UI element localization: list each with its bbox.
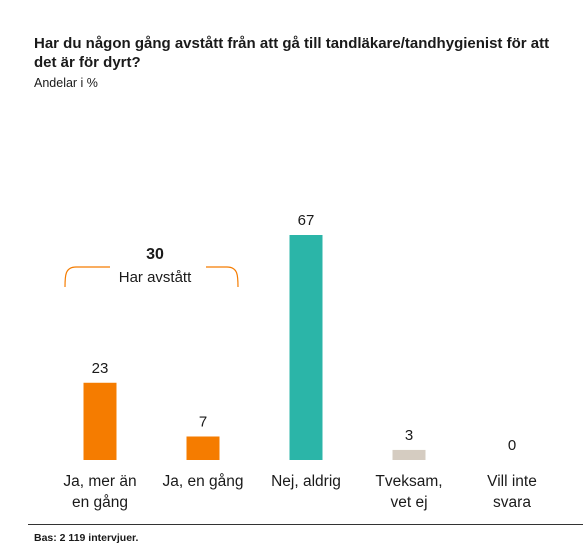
category-label: Tveksam, (375, 473, 442, 490)
data-label: 0 (508, 437, 516, 454)
category-label: Vill inte (487, 473, 537, 490)
aggregate-value: 30 (146, 246, 164, 263)
category-label: Ja, en gång (162, 473, 243, 490)
category-label: en gång (72, 494, 128, 511)
annotation-bracket (64, 266, 110, 288)
category-label: Ja, mer än (63, 473, 136, 490)
category-label: Nej, aldrig (271, 473, 341, 490)
category-label: svara (493, 494, 531, 511)
bar (289, 235, 323, 460)
bar (186, 436, 220, 460)
annotation-bracket (206, 266, 239, 288)
data-label: 7 (199, 413, 207, 430)
aggregate-label: Har avstått (118, 269, 192, 286)
data-label: 3 (405, 427, 413, 444)
chart-title: Har du någon gång avstått från att gå ti… (34, 35, 550, 71)
base-note: Bas: 2 119 intervjuer. (34, 532, 139, 544)
data-label: 67 (298, 212, 315, 229)
bar (392, 449, 426, 460)
data-label: 23 (92, 360, 109, 377)
chart-subtitle: Andelar i % (34, 76, 98, 90)
footer-divider (28, 524, 583, 525)
category-label: vet ej (390, 494, 427, 511)
bar (83, 382, 117, 460)
